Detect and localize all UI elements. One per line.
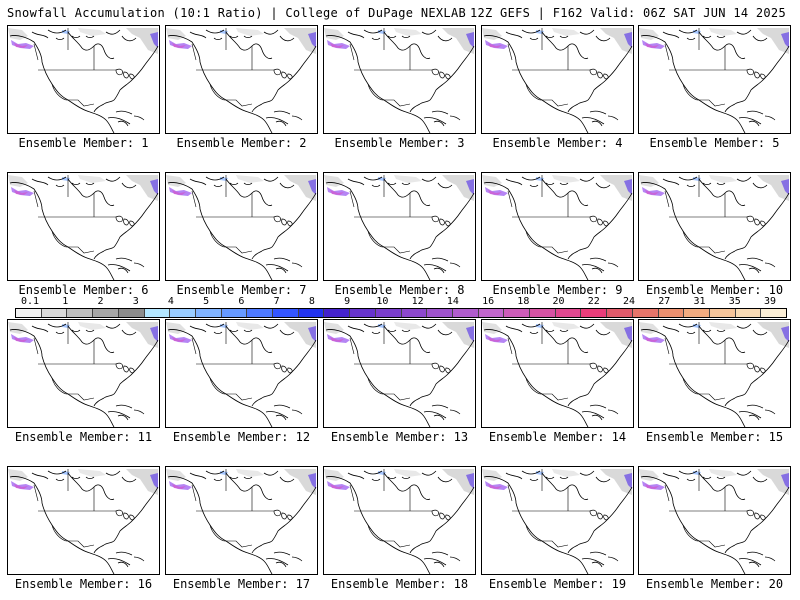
snowfall-map [165, 466, 318, 575]
ensemble-member-label: Ensemble Member: 8 [334, 283, 465, 297]
colorbar-swatch [504, 309, 531, 317]
colorbar-swatch [298, 309, 325, 317]
colorbar-tick-label: 18 [517, 296, 530, 307]
colorbar-swatch [350, 309, 376, 317]
ensemble-member-label: Ensemble Member: 14 [488, 430, 627, 444]
ensemble-member-label: Ensemble Member: 17 [172, 577, 311, 591]
colorbar-tick-label: 0.1 [20, 296, 40, 307]
colorbar-tick-label: 6 [238, 296, 245, 307]
ensemble-member-label: Ensemble Member: 5 [649, 136, 780, 150]
colorbar-swatch [221, 309, 248, 317]
colorbar-swatch [16, 309, 42, 317]
colorbar-swatch [427, 309, 453, 317]
colorbar-tick-label: 27 [658, 296, 671, 307]
ensemble-member-label: Ensemble Member: 15 [645, 430, 784, 444]
colorbar-swatch [607, 309, 633, 317]
colorbar-swatch [144, 309, 171, 317]
ensemble-member-label: Ensemble Member: 19 [488, 577, 627, 591]
colorbar-tick-label: 10 [376, 296, 389, 307]
colorbar-tick-label: 16 [482, 296, 495, 307]
colorbar-swatch [581, 309, 608, 317]
colorbar-tick-label: 9 [344, 296, 351, 307]
model-run-info: 12Z GEFS | F162 Valid: 06Z SAT JUN 14 20… [469, 6, 786, 20]
ensemble-member-label: Ensemble Member: 3 [334, 136, 465, 150]
colorbar-tick-label: 24 [623, 296, 636, 307]
ensemble-member-label: Ensemble Member: 18 [330, 577, 469, 591]
colorbar-tick-label: 8 [308, 296, 315, 307]
colorbar-swatch [375, 309, 402, 317]
colorbar-swatch [247, 309, 274, 317]
colorbar-swatch [324, 309, 351, 317]
snowfall-map [638, 172, 791, 281]
ensemble-member-label: Ensemble Member: 20 [645, 577, 784, 591]
snowfall-map [323, 466, 476, 575]
ensemble-member-label: Ensemble Member: 7 [176, 283, 307, 297]
colorbar-tick-label: 39 [763, 296, 777, 307]
ensemble-member-label: Ensemble Member: 11 [14, 430, 153, 444]
colorbar-swatch [632, 309, 659, 317]
colorbar-swatch [709, 309, 736, 317]
colorbar-swatch [273, 309, 299, 317]
snowfall-map [165, 319, 318, 428]
snowfall-map [638, 466, 791, 575]
colorbar-swatch [93, 309, 119, 317]
ensemble-member-label: Ensemble Member: 9 [492, 283, 623, 297]
ensemble-member-label: Ensemble Member: 13 [330, 430, 469, 444]
snowfall-colorbar [15, 308, 787, 318]
colorbar-swatch [170, 309, 196, 317]
colorbar-swatch [658, 309, 685, 317]
colorbar-tick-label: 22 [587, 296, 600, 307]
colorbar-swatch [67, 309, 94, 317]
snowfall-map [7, 319, 160, 428]
ensemble-member-label: Ensemble Member: 16 [14, 577, 153, 591]
snowfall-map [165, 25, 318, 134]
colorbar-swatch [684, 309, 710, 317]
ensemble-member-label: Ensemble Member: 6 [18, 283, 149, 297]
snowfall-map [323, 319, 476, 428]
colorbar-tick-label: 20 [552, 296, 565, 307]
colorbar-swatch [735, 309, 762, 317]
colorbar-tick-label: 3 [132, 296, 139, 307]
snowfall-map [481, 466, 634, 575]
snowfall-map [323, 172, 476, 281]
snowfall-map [7, 466, 160, 575]
colorbar-swatch [761, 309, 787, 317]
colorbar-tick-label: 7 [273, 296, 280, 307]
colorbar-tick-label: 35 [728, 296, 741, 307]
ensemble-member-label: Ensemble Member: 12 [172, 430, 311, 444]
colorbar-swatch [41, 309, 68, 317]
colorbar-tick-label: 5 [203, 296, 210, 307]
colorbar-swatch [118, 309, 145, 317]
snowfall-map [638, 25, 791, 134]
snowfall-map [481, 319, 634, 428]
snowfall-map [323, 25, 476, 134]
colorbar-tick-label: 12 [411, 296, 424, 307]
snowfall-map [481, 25, 634, 134]
ensemble-member-label: Ensemble Member: 10 [645, 283, 784, 297]
snowfall-map [7, 25, 160, 134]
snowfall-map [481, 172, 634, 281]
colorbar-swatch [555, 309, 582, 317]
colorbar-swatch [401, 309, 428, 317]
ensemble-member-label: Ensemble Member: 2 [176, 136, 307, 150]
colorbar-swatch [478, 309, 505, 317]
colorbar-swatch [530, 309, 556, 317]
colorbar-labels: 0.1 1 2 3 4 5 6 7 8 9 10 12 14 16 18 20 22 24 27 31 35 39 [15, 296, 785, 308]
colorbar-swatch [452, 309, 479, 317]
colorbar-tick-label: 2 [97, 296, 104, 307]
snowfall-map [638, 319, 791, 428]
colorbar-swatch [195, 309, 222, 317]
chart-title: Snowfall Accumulation (10:1 Ratio) | Col… [7, 6, 467, 20]
colorbar-tick-label: 14 [446, 296, 459, 307]
ensemble-member-label: Ensemble Member: 1 [18, 136, 149, 150]
snowfall-map [165, 172, 318, 281]
colorbar-tick-label: 4 [167, 296, 174, 307]
ensemble-member-label: Ensemble Member: 4 [492, 136, 623, 150]
snowfall-map [7, 172, 160, 281]
colorbar-tick-label: 31 [693, 296, 706, 307]
colorbar-tick-label: 1 [62, 296, 69, 307]
